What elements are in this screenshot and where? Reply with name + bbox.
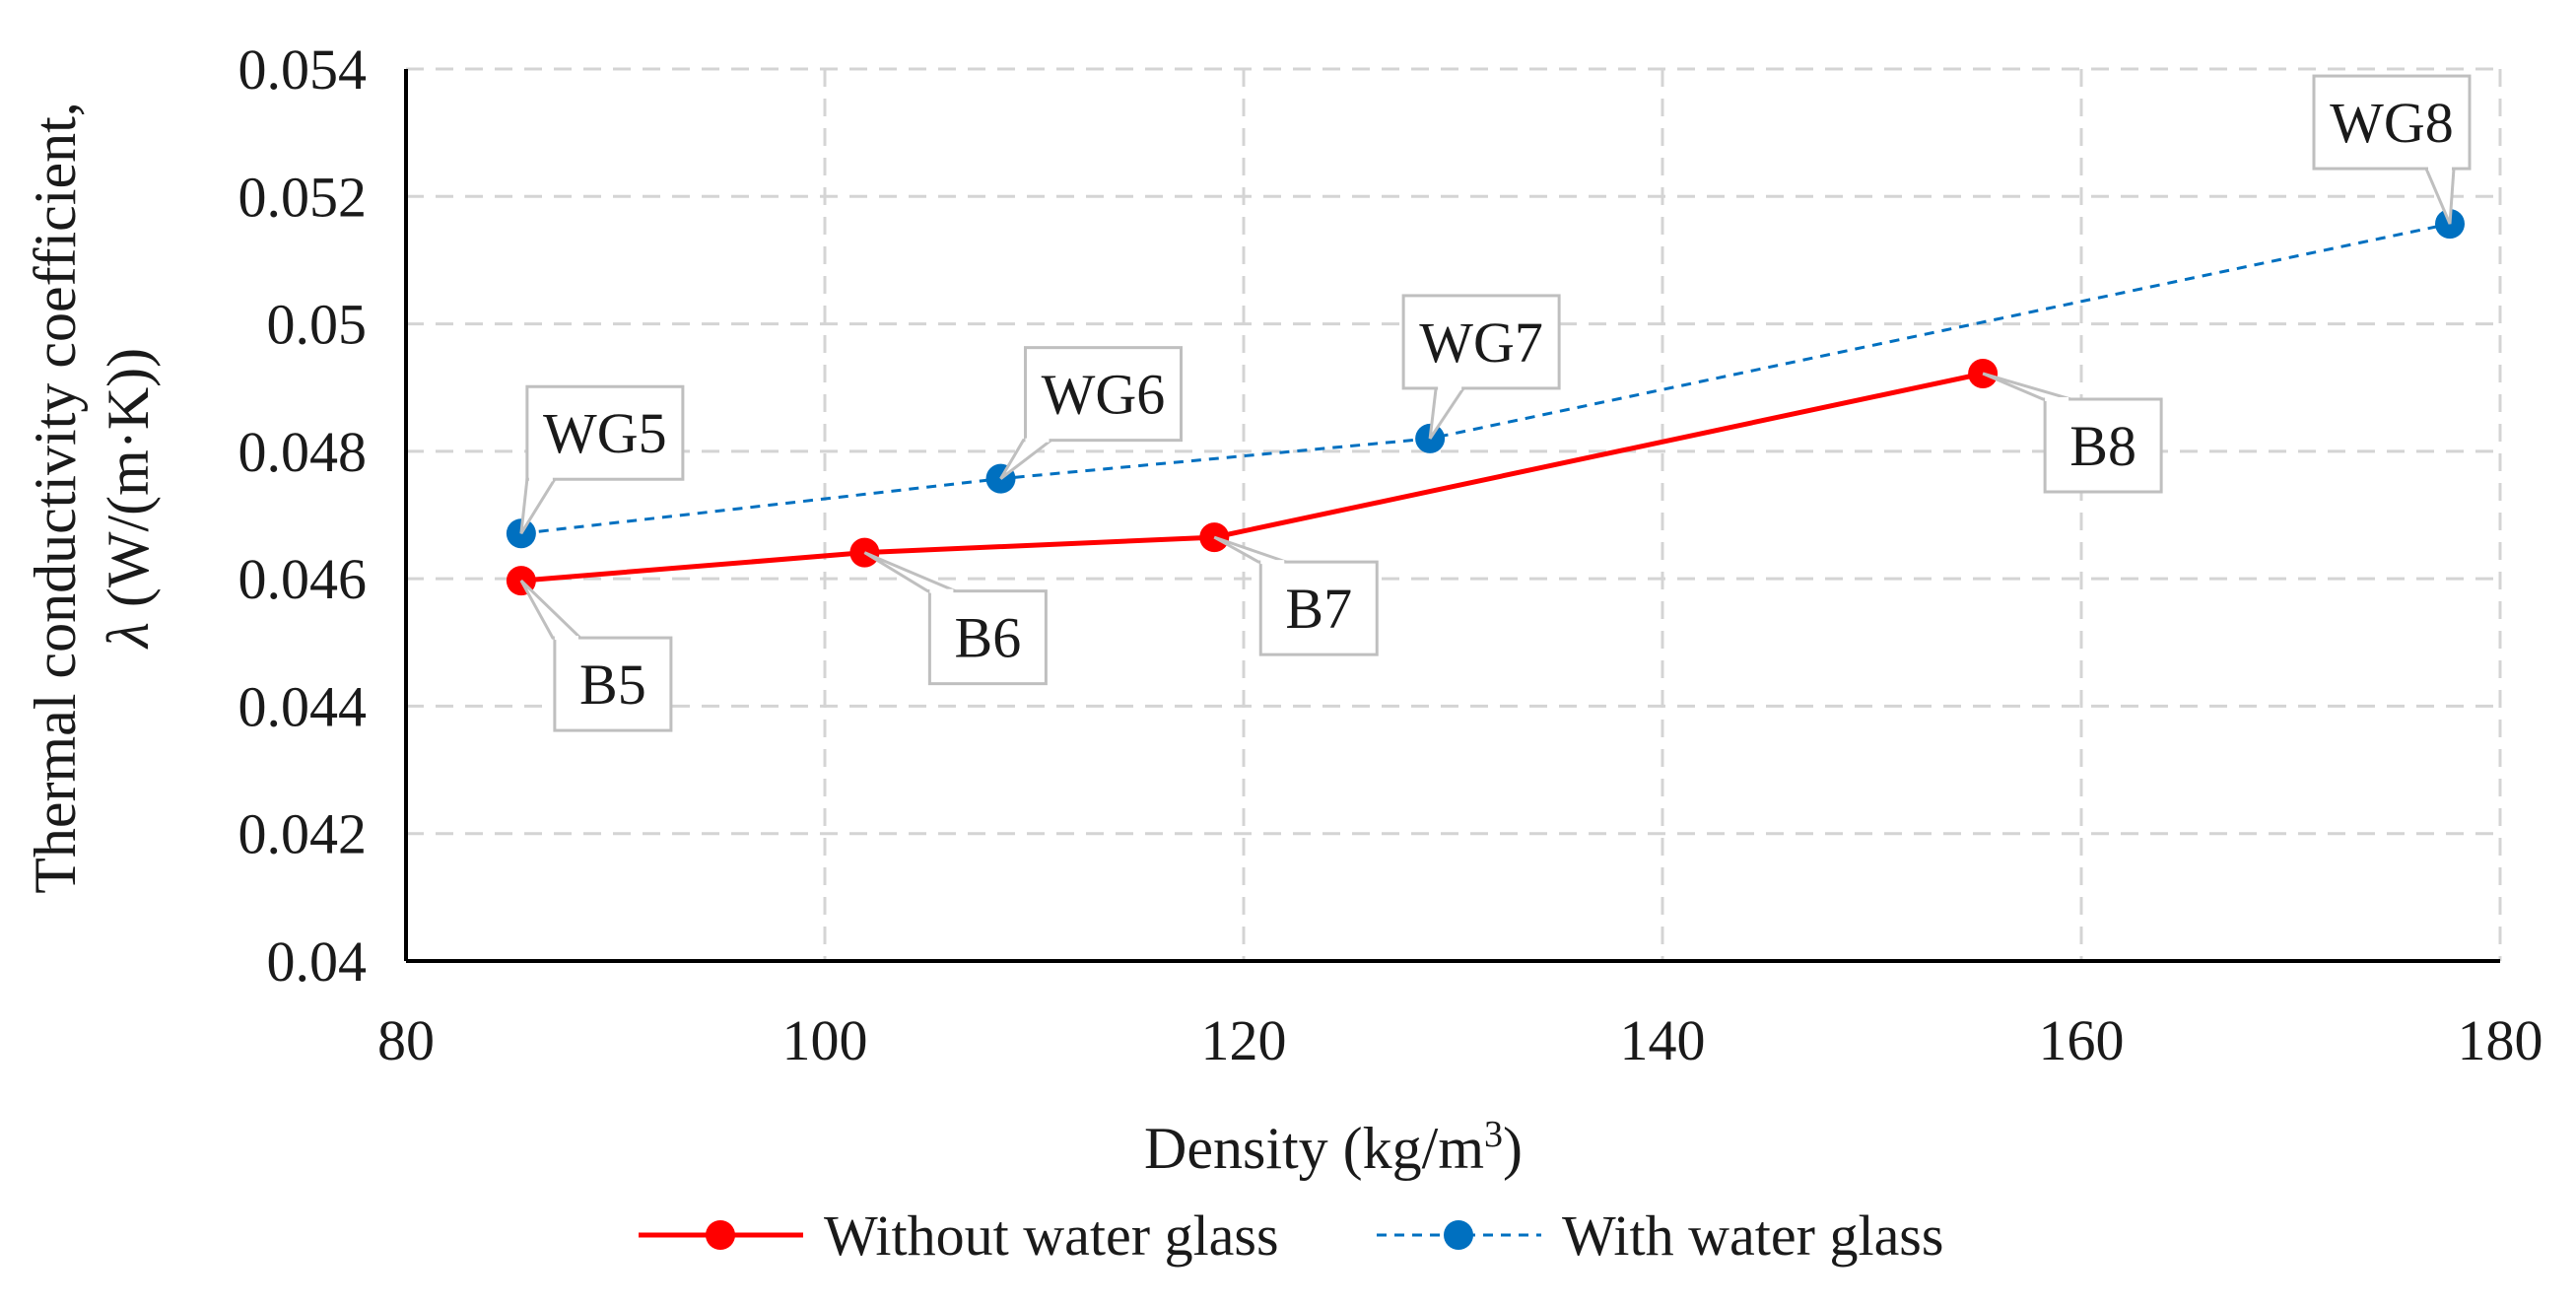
x-axis-title-superscript: 3: [1484, 1114, 1503, 1155]
series-line-with-water-glass: [520, 222, 2451, 535]
callout-label: B7: [1285, 577, 1352, 641]
x-axis-title-end: ): [1503, 1116, 1523, 1181]
y-tick-label: 0.054: [238, 37, 368, 102]
callout-b5: B5: [519, 580, 673, 732]
callout-b6: B6: [863, 551, 1048, 686]
callout-wg8: WG8: [2312, 74, 2472, 225]
callout-joint-mask: [929, 588, 954, 593]
legend-label-with-water-glass: With water glass: [1562, 1203, 1943, 1268]
x-tick-label: 120: [1201, 1008, 1287, 1072]
x-tick-label: 80: [377, 1008, 435, 1072]
callout-box: [525, 384, 685, 481]
y-tick-label: 0.04: [267, 929, 368, 994]
y-tick-label: 0.042: [238, 802, 368, 866]
x-tick-label: 180: [2458, 1008, 2543, 1072]
callout-joint-mask: [1260, 560, 1285, 565]
y-axis-title-units: (W/(m·K)): [96, 348, 161, 622]
callout-box: [1401, 294, 1561, 390]
y-tick-label: 0.048: [238, 420, 368, 484]
legend-marker-without-water-glass: [706, 1220, 735, 1250]
x-axis-title: Density (kg/m3): [1144, 1114, 1523, 1181]
legend-marker-with-water-glass: [1444, 1220, 1473, 1250]
callout-joint-mask: [528, 477, 553, 482]
axes-layer: [404, 69, 2500, 963]
callout-joint-mask: [2428, 167, 2452, 172]
callout-joint-mask: [554, 636, 578, 641]
callout-box: [2312, 74, 2472, 171]
callout-joint-mask: [1025, 438, 1050, 443]
callout-b8: B8: [1982, 372, 2163, 494]
callout-box: [927, 589, 1048, 686]
callout-label: WG8: [2330, 91, 2454, 155]
callout-b7: B7: [1213, 535, 1379, 656]
callout-joint-mask: [2045, 396, 2069, 401]
callout-wg6: WG6: [999, 346, 1183, 480]
callout-box: [1258, 560, 1379, 656]
ticks-layer: 0.04 0.042 0.044 0.046 0.048 0.05 0.052 0.054 80…: [238, 37, 2543, 1072]
x-axis-title-text: Density (kg/m: [1144, 1116, 1484, 1181]
callout-box: [2043, 397, 2163, 494]
callout-wg5: WG5: [519, 384, 685, 535]
callout-wg7: WG7: [1401, 294, 1561, 440]
callout-label: B5: [579, 653, 646, 717]
legend-label-without-water-glass: Without water glass: [824, 1203, 1279, 1268]
y-tick-label: 0.052: [238, 165, 368, 229]
callout-box: [1024, 346, 1183, 443]
y-axis-title-line2: λ (W/(m·K)): [96, 348, 161, 650]
y-tick-label: 0.046: [238, 547, 368, 611]
y-tick-label: 0.05: [267, 293, 368, 357]
y-tick-label: 0.044: [238, 674, 368, 738]
legend: Without water glass With water glass: [639, 1203, 1943, 1268]
y-axis-title-symbol: λ: [96, 622, 161, 650]
callout-label: WG5: [543, 401, 667, 465]
callout-layer: B5 B6 B7 B8 WG5 WG6 WG7 WG8: [519, 74, 2472, 732]
callout-label: WG6: [1042, 363, 1166, 427]
x-tick-label: 140: [1620, 1008, 1706, 1072]
x-tick-label: 100: [782, 1008, 868, 1072]
callout-joint-mask: [1438, 385, 1462, 390]
callout-label: B8: [2069, 414, 2136, 478]
callout-label: B6: [955, 606, 1022, 670]
y-axis-title-line1: Thermal conductivity coefficient,: [23, 102, 88, 894]
callout-box: [553, 636, 673, 732]
series-line-without-water-glass: [520, 371, 1984, 584]
y-axis-title: Thermal conductivity coefficient, λ (W/(…: [23, 102, 161, 894]
x-tick-label: 160: [2039, 1008, 2125, 1072]
callout-label: WG7: [1419, 310, 1543, 375]
